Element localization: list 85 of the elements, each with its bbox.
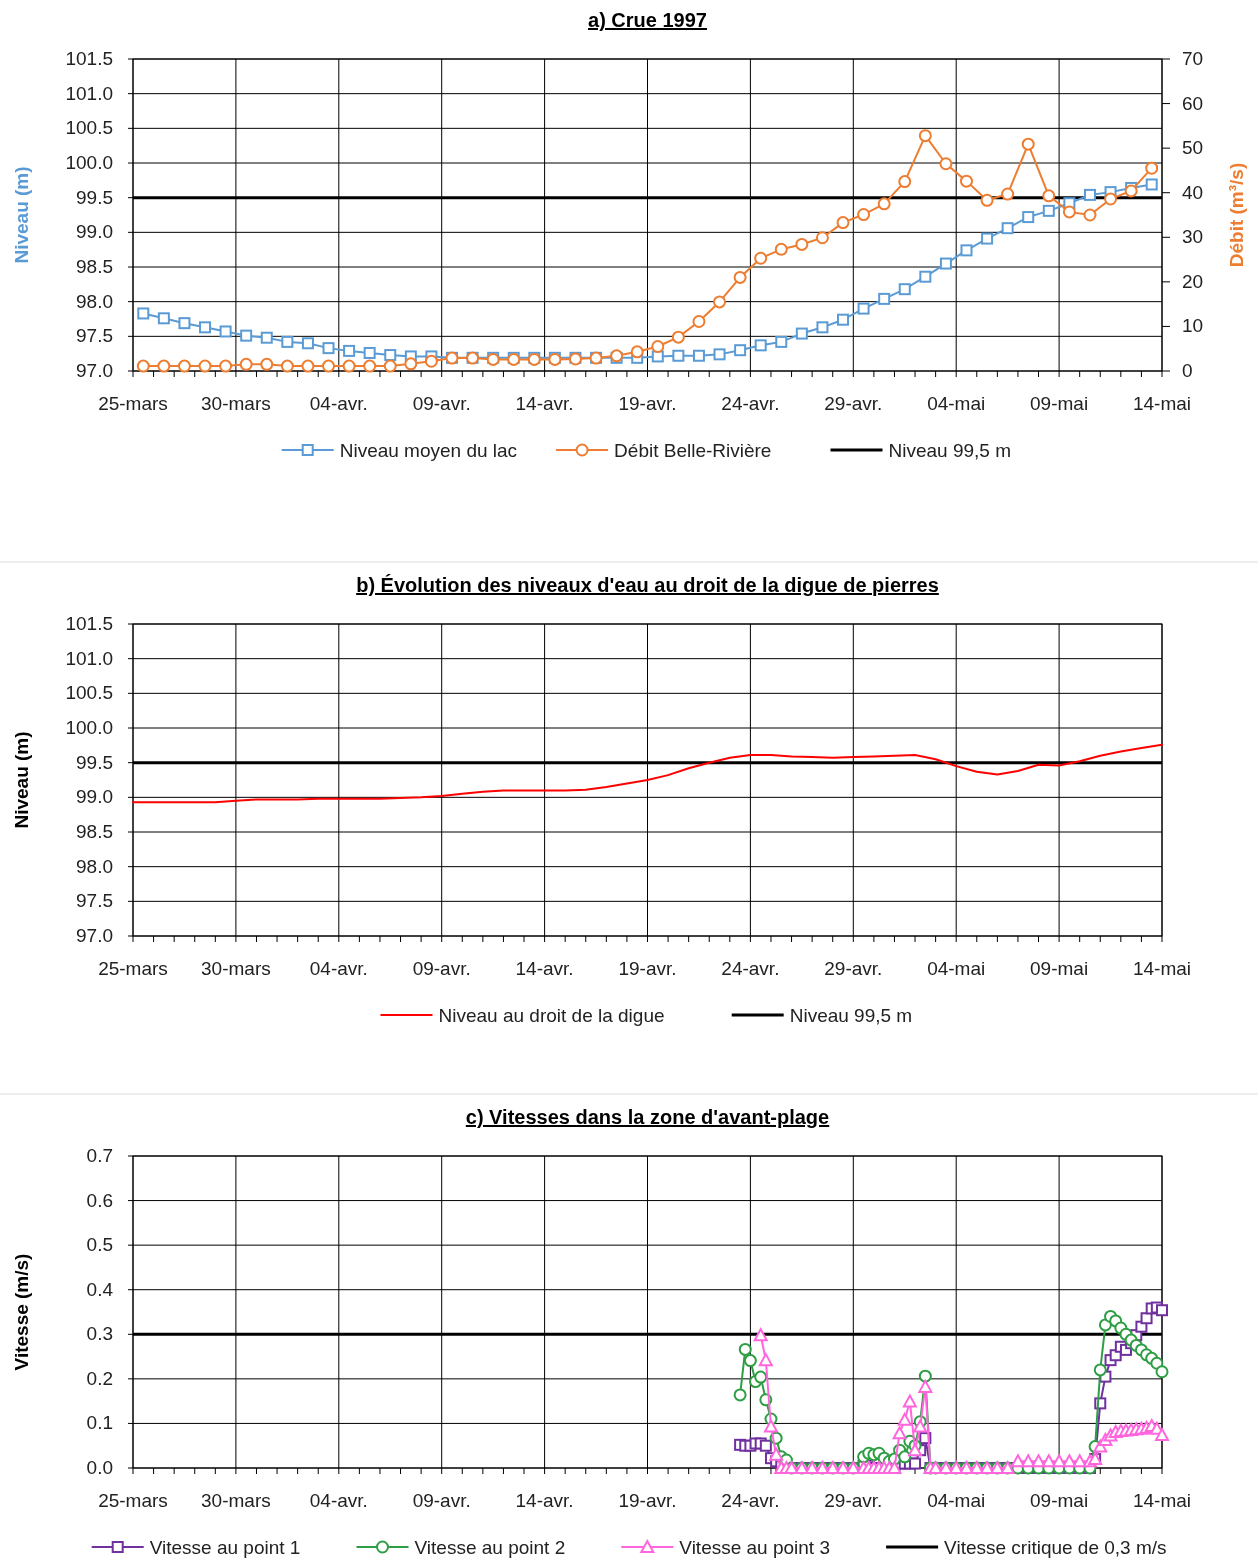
y2-tick-label: 40: [1182, 181, 1204, 203]
x-tick-label: 09-mai: [1030, 393, 1089, 414]
x-tick-label: 04-avr.: [309, 393, 368, 414]
legend-label: Niveau moyen du lac: [339, 440, 518, 461]
x-tick-label: 30-mars: [201, 1490, 271, 1511]
x-tick-label: 19-avr.: [618, 1490, 677, 1511]
y-tick-label: 98.5: [76, 256, 113, 277]
y2-tick-label: 0: [1182, 360, 1193, 381]
x-tick-label: 14-mai: [1132, 1490, 1192, 1511]
y-tick-label: 97.0: [76, 360, 113, 381]
x-tick-label: 24-avr.: [721, 393, 780, 414]
x-tick-label: 24-avr.: [721, 1490, 780, 1511]
y-tick-label: 0.6: [86, 1189, 113, 1211]
x-tick-label: 09-mai: [1030, 1490, 1089, 1511]
y-tick-label: 99.5: [76, 186, 113, 208]
y-tick-label: 98.5: [76, 821, 113, 842]
y-axis-title: Vitesse (m/s): [11, 1253, 32, 1371]
y2-tick-label: 50: [1182, 137, 1204, 159]
y-tick-label: 0.5: [86, 1234, 113, 1256]
y2-tick-label: 60: [1182, 92, 1204, 114]
x-tick-label: 25-mars: [98, 1490, 168, 1511]
x-tick-label: 04-mai: [927, 1490, 986, 1511]
x-tick-label: 30-mars: [201, 393, 271, 414]
x-tick-label: 19-avr.: [618, 393, 677, 414]
chart-title: b) Évolution des niveaux d'eau au droit de la digue de pierres: [356, 574, 939, 596]
y-tick-label: 101.0: [65, 647, 113, 669]
y2-tick-label: 10: [1182, 315, 1204, 337]
y-tick-label: 97.5: [76, 890, 113, 912]
x-tick-label: 30-mars: [201, 958, 271, 979]
legend-label: Niveau au droit de la digue: [438, 1005, 665, 1026]
y-tick-label: 100.5: [65, 117, 113, 139]
y-tick-label: 98.0: [76, 290, 113, 312]
y2-tick-label: 30: [1182, 226, 1204, 248]
x-tick-label: 04-avr.: [309, 958, 368, 979]
legend-label: Niveau 99,5 m: [888, 440, 1012, 461]
y-tick-label: 100.0: [65, 152, 113, 173]
legend-label: Vitesse au point 1: [149, 1537, 301, 1558]
y2-tick-label: 20: [1182, 270, 1204, 292]
x-tick-label: 14-avr.: [515, 958, 574, 979]
y2-axis-title: Débit (m³/s): [1226, 162, 1247, 268]
y-axis-title: Niveau (m): [11, 731, 32, 829]
y-tick-label: 98.0: [76, 855, 113, 877]
y-tick-label: 99.0: [76, 221, 113, 243]
legend-label: Vitesse critique de 0,3 m/s: [944, 1537, 1167, 1558]
y2-tick-label: 70: [1182, 48, 1204, 69]
x-tick-label: 25-mars: [98, 393, 168, 414]
y-tick-label: 99.0: [76, 786, 113, 808]
y-tick-label: 97.5: [76, 325, 113, 347]
x-tick-label: 09-avr.: [412, 393, 471, 414]
legend-label: Vitesse au point 2: [414, 1537, 566, 1558]
y-tick-label: 101.5: [65, 48, 113, 69]
y-tick-label: 0.2: [86, 1367, 113, 1389]
x-tick-label: 29-avr.: [824, 958, 883, 979]
x-tick-label: 09-avr.: [412, 1490, 471, 1511]
x-tick-label: 14-avr.: [515, 1490, 574, 1511]
x-tick-label: 29-avr.: [824, 393, 883, 414]
x-tick-label: 14-mai: [1132, 958, 1192, 979]
x-tick-label: 19-avr.: [618, 958, 677, 979]
y-axis-title: Niveau (m): [11, 166, 32, 264]
x-tick-label: 24-avr.: [721, 958, 780, 979]
y-tick-label: 0.3: [86, 1323, 113, 1345]
chart-title: a) Crue 1997: [588, 9, 707, 31]
x-tick-label: 04-mai: [927, 393, 986, 414]
x-tick-label: 14-mai: [1132, 393, 1192, 414]
x-tick-label: 09-avr.: [412, 958, 471, 979]
y-tick-label: 0.7: [86, 1145, 113, 1166]
y-tick-label: 0.0: [86, 1457, 113, 1478]
x-tick-label: 25-mars: [98, 958, 168, 979]
legend-label: Vitesse au point 3: [679, 1537, 830, 1558]
x-tick-label: 29-avr.: [824, 1490, 883, 1511]
y-tick-label: 99.5: [76, 751, 113, 773]
y-tick-label: 100.5: [65, 682, 113, 704]
y-tick-label: 101.5: [65, 613, 113, 634]
y-tick-label: 0.1: [86, 1412, 113, 1434]
legend-label: Débit Belle-Rivière: [614, 440, 772, 461]
y-tick-label: 0.4: [86, 1278, 114, 1300]
y-tick-label: 100.0: [65, 717, 113, 738]
y-tick-label: 97.0: [76, 925, 113, 946]
legend-label: Niveau 99,5 m: [789, 1005, 913, 1026]
y-tick-label: 101.0: [65, 82, 113, 104]
x-tick-label: 04-avr.: [309, 1490, 368, 1511]
x-tick-label: 09-mai: [1030, 958, 1089, 979]
x-tick-label: 14-avr.: [515, 393, 574, 414]
chart-title: c) Vitesses dans la zone d'avant-plage: [465, 1106, 830, 1128]
x-tick-label: 04-mai: [927, 958, 986, 979]
